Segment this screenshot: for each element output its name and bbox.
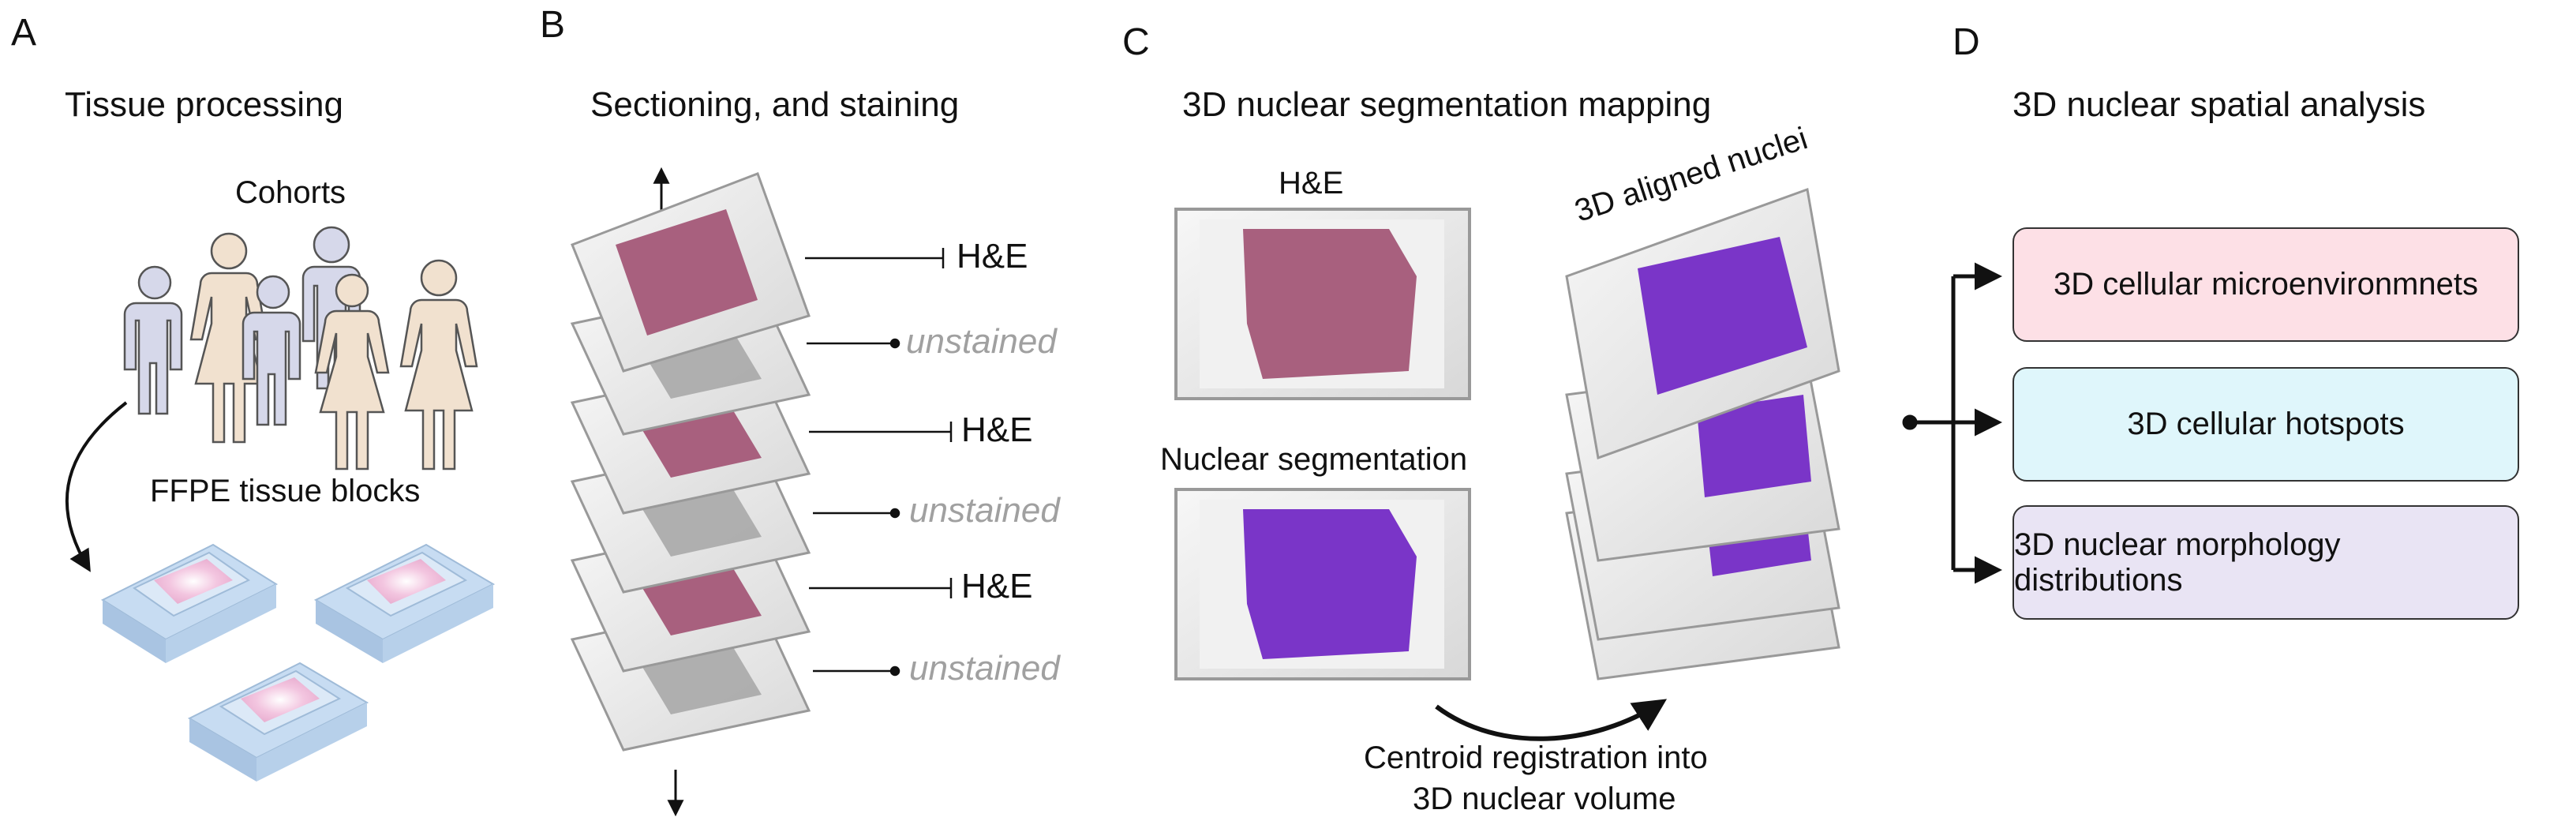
- cohort-people: [123, 226, 478, 470]
- stain-label: unstained: [906, 322, 1057, 361]
- panel-d-title: 3D nuclear spatial analysis: [2012, 85, 2426, 124]
- aligned-slide: [1565, 187, 1840, 460]
- panel-letter-a: A: [11, 12, 37, 54]
- he-slide: [1174, 208, 1471, 400]
- person-icon: [399, 259, 478, 470]
- ffpe-blocks-label: FFPE tissue blocks: [150, 474, 421, 508]
- person-icon: [242, 275, 301, 426]
- cohorts-label: Cohorts: [235, 175, 346, 210]
- person-icon: [314, 273, 390, 470]
- panel-c-title: 3D nuclear segmentation mapping: [1182, 85, 1712, 124]
- stain-label: unstained: [909, 491, 1060, 530]
- ffpe-block: [187, 662, 369, 782]
- analysis-box-label: 3D cellular hotspots: [2127, 407, 2405, 441]
- analysis-box-label: 3D cellular microenvironmnets: [2054, 267, 2478, 302]
- panel-letter-c: C: [1122, 21, 1150, 63]
- section-slide: [571, 172, 811, 373]
- segmentation-label: Nuclear segmentation: [1160, 442, 1468, 477]
- ffpe-block: [100, 543, 279, 663]
- ffpe-block: [313, 543, 496, 663]
- stain-label: H&E: [961, 411, 1033, 449]
- person-icon: [123, 265, 183, 415]
- analysis-box-hotspots: 3D cellular hotspots: [2012, 367, 2519, 482]
- panel-b-title: Sectioning, and staining: [590, 85, 960, 124]
- stain-label: H&E: [957, 237, 1028, 276]
- registration-caption-line1: Centroid registration into: [1364, 740, 1708, 775]
- person-icon: [189, 232, 268, 444]
- segmentation-slide: [1174, 488, 1471, 680]
- registration-caption-line2: 3D nuclear volume: [1413, 782, 1676, 816]
- panel-letter-d: D: [1953, 21, 1980, 63]
- he-label: H&E: [1279, 166, 1344, 201]
- analysis-box-morphology: 3D nuclear morphology distributions: [2012, 505, 2519, 620]
- stain-label: H&E: [961, 567, 1033, 605]
- panel-a-title: Tissue processing: [65, 85, 343, 124]
- processing-arrow: [65, 401, 128, 572]
- analysis-box-microenvironments: 3D cellular microenvironmnets: [2012, 227, 2519, 342]
- registration-arrow: [1435, 699, 1668, 741]
- stain-label: unstained: [909, 649, 1060, 688]
- analysis-branches: [1902, 262, 2002, 584]
- panel-letter-b: B: [540, 4, 566, 46]
- analysis-box-label: 3D nuclear morphology distributions: [2014, 527, 2341, 598]
- stain-connectors: [805, 248, 953, 677]
